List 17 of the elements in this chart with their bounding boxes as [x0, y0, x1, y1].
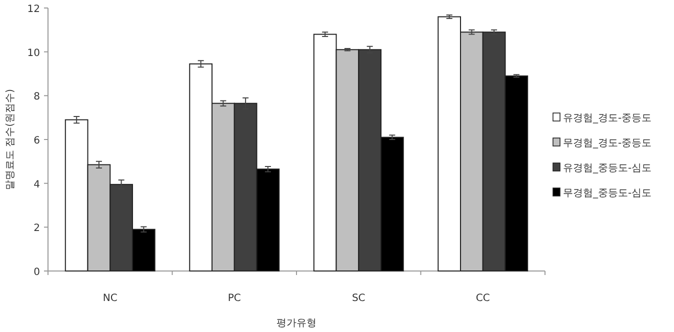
legend-label: 무경험_중등도-심도 [563, 188, 652, 199]
y-tick-label: 12 [27, 4, 40, 15]
y-tick-label: 8 [34, 92, 40, 103]
y-tick-label: 0 [34, 267, 40, 278]
y-tick-label: 2 [34, 223, 40, 234]
x-tick-label: SC [352, 293, 366, 304]
x-axis-title: 평가유형 [276, 318, 316, 329]
x-tick-label: CC [476, 293, 490, 304]
x-tick-label: NC [102, 293, 118, 304]
x-tick-label: PC [228, 293, 241, 304]
legend-label: 유경험_경도-중등도 [563, 113, 652, 124]
y-axis-title: 말명료도 점수(원점수) [5, 88, 16, 190]
legend-label: 무경험_경도-중등도 [563, 138, 652, 149]
y-tick-label: 4 [34, 179, 40, 190]
y-tick-label: 6 [34, 136, 40, 146]
legend-label: 유경험_중등도-심도 [563, 163, 652, 174]
y-tick-label: 10 [27, 48, 40, 59]
